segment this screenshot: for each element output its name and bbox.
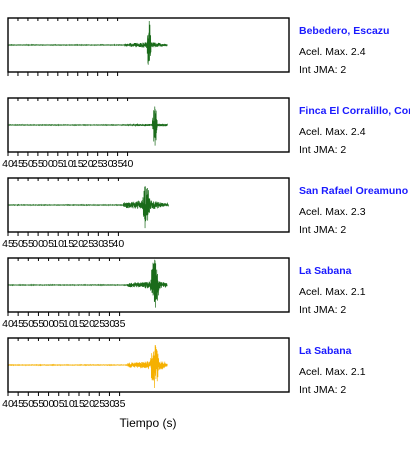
x-tick-label: 55 [32, 158, 44, 170]
x-tick-label: 35 [103, 238, 115, 250]
x-tick-label: 15 [72, 158, 84, 170]
x-axis-label: Tiempo (s) [120, 416, 177, 430]
x-tick-label: 45 [12, 158, 24, 170]
station-name: La Sabana [299, 265, 352, 277]
x-tick-label: 35 [114, 398, 126, 410]
x-tick-label: 30 [102, 158, 114, 170]
jma-intensity-label: Int JMA: 2 [299, 64, 346, 76]
x-tick-label: 55 [33, 318, 45, 330]
x-tick-label: 05 [52, 158, 64, 170]
x-tick-label: 30 [104, 318, 116, 330]
x-tick-label: 25 [92, 158, 104, 170]
x-tick-label: 25 [93, 318, 105, 330]
x-tick-label: 50 [22, 158, 34, 170]
x-tick-label: 20 [83, 318, 95, 330]
x-tick-label: 40 [113, 238, 125, 250]
max-acceleration-label: Acel. Max. 2.1 [299, 366, 366, 378]
jma-intensity-label: Int JMA: 2 [299, 384, 346, 396]
x-tick-label: 00 [43, 398, 55, 410]
x-tick-label: 40 [2, 318, 14, 330]
max-acceleration-label: Acel. Max. 2.4 [299, 46, 366, 58]
panel-frame [7, 337, 290, 393]
x-tick-label: 35 [114, 318, 126, 330]
waveform-trace [7, 259, 168, 308]
x-tick-label: 00 [43, 318, 55, 330]
panel-frame [7, 177, 290, 233]
jma-intensity-label: Int JMA: 2 [299, 144, 346, 156]
x-tick-label: 10 [63, 318, 75, 330]
x-tick-label: 35 [112, 158, 124, 170]
x-tick-label: 50 [22, 398, 34, 410]
x-tick-label: 50 [12, 238, 24, 250]
x-tick-label: 10 [62, 158, 74, 170]
panel-frame [7, 97, 290, 153]
max-acceleration-label: Acel. Max. 2.4 [299, 126, 366, 138]
x-tick-label: 50 [22, 318, 34, 330]
x-tick-label: 40 [2, 398, 14, 410]
max-acceleration-label: Acel. Max. 2.1 [299, 286, 366, 298]
waveform-trace [7, 20, 168, 65]
seismogram-panel: Bebedero, Escazu Acel. Max. 2.4 Int JMA: 2 [7, 17, 389, 76]
x-tick-label: 25 [82, 238, 94, 250]
x-tick-label: 45 [12, 318, 24, 330]
x-tick-label: 40 [122, 158, 134, 170]
x-tick-label: 00 [32, 238, 44, 250]
x-tick-label: 05 [53, 318, 65, 330]
jma-intensity-label: Int JMA: 2 [299, 304, 346, 316]
max-acceleration-label: Acel. Max. 2.3 [299, 206, 366, 218]
panel-frame [7, 257, 290, 313]
x-tick-label: 55 [22, 238, 34, 250]
x-tick-label: 05 [42, 238, 54, 250]
jma-intensity-label: Int JMA: 2 [299, 224, 346, 236]
x-tick-label: 30 [104, 398, 116, 410]
x-tick-label: 20 [82, 158, 94, 170]
x-tick-label: 15 [73, 398, 85, 410]
x-tick-label: 45 [12, 398, 24, 410]
x-tick-label: 40 [2, 158, 14, 170]
x-tick-label: 05 [53, 398, 65, 410]
station-name: San Rafael Oreamuno [299, 185, 408, 197]
station-name: Bebedero, Escazu [299, 25, 389, 37]
station-name: Finca El Corralillo, Corc [299, 105, 410, 117]
x-tick-label: 55 [33, 398, 45, 410]
waveform-trace [7, 186, 169, 229]
x-tick-label: 45 [2, 238, 14, 250]
x-tick-label: 20 [83, 398, 95, 410]
waveform-trace [7, 106, 168, 146]
x-tick-label: 15 [73, 318, 85, 330]
waveform-trace [7, 345, 168, 388]
x-tick-label: 25 [93, 398, 105, 410]
x-tick-label: 00 [42, 158, 54, 170]
panel-frame [7, 17, 290, 73]
x-tick-label: 15 [62, 238, 74, 250]
x-tick-label: 10 [63, 398, 75, 410]
station-name: La Sabana [299, 345, 352, 357]
x-tick-label: 30 [92, 238, 104, 250]
x-tick-label: 20 [72, 238, 84, 250]
x-tick-label: 10 [52, 238, 64, 250]
